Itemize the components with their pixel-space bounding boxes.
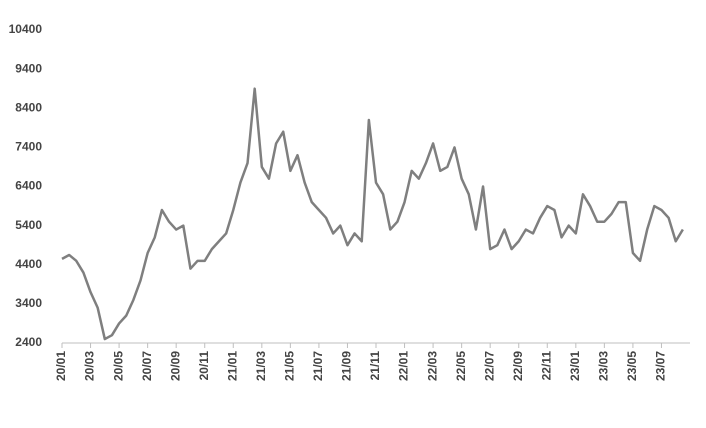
y-tick-label: 3400: [15, 296, 42, 310]
x-tick-label: 20/05: [111, 351, 125, 381]
x-tick-label: 22/09: [511, 351, 525, 381]
x-tick-label: 23/01: [568, 351, 582, 381]
x-tick-label: 23/03: [597, 351, 611, 381]
y-tick-label: 4400: [15, 257, 42, 271]
x-tick-label: 21/09: [340, 351, 354, 381]
x-tick-label: 22/01: [397, 351, 411, 381]
x-tick-label: 20/09: [168, 351, 182, 381]
x-tick-label: 21/11: [368, 351, 382, 381]
line-series: [61, 87, 684, 341]
y-tick-label: 10400: [9, 22, 43, 36]
x-tick-label: 23/05: [625, 351, 639, 381]
y-tick-label: 7400: [15, 140, 42, 154]
y-tick-label: 9400: [15, 61, 42, 75]
x-tick-label: 21/01: [225, 351, 239, 381]
x-tick-label: 20/03: [83, 351, 97, 381]
y-tick-label: 5400: [15, 218, 42, 232]
x-tick-label: 20/01: [54, 351, 68, 381]
y-tick-label: 6400: [15, 179, 42, 193]
x-tick-label: 22/03: [425, 351, 439, 381]
x-tick-label: 22/11: [539, 351, 553, 381]
x-tick-label: 23/07: [654, 351, 668, 381]
x-tick-label: 21/03: [254, 351, 268, 381]
y-tick-label: 8400: [15, 100, 42, 114]
x-tick-label: 21/07: [311, 351, 325, 381]
y-tick-label: 2400: [15, 335, 42, 349]
x-tick-label: 20/07: [140, 351, 154, 381]
x-tick-label: 21/05: [283, 351, 297, 381]
x-tick-label: 20/11: [197, 351, 211, 381]
x-tick-label: 22/07: [482, 351, 496, 381]
x-tick-label: 22/05: [454, 351, 468, 381]
